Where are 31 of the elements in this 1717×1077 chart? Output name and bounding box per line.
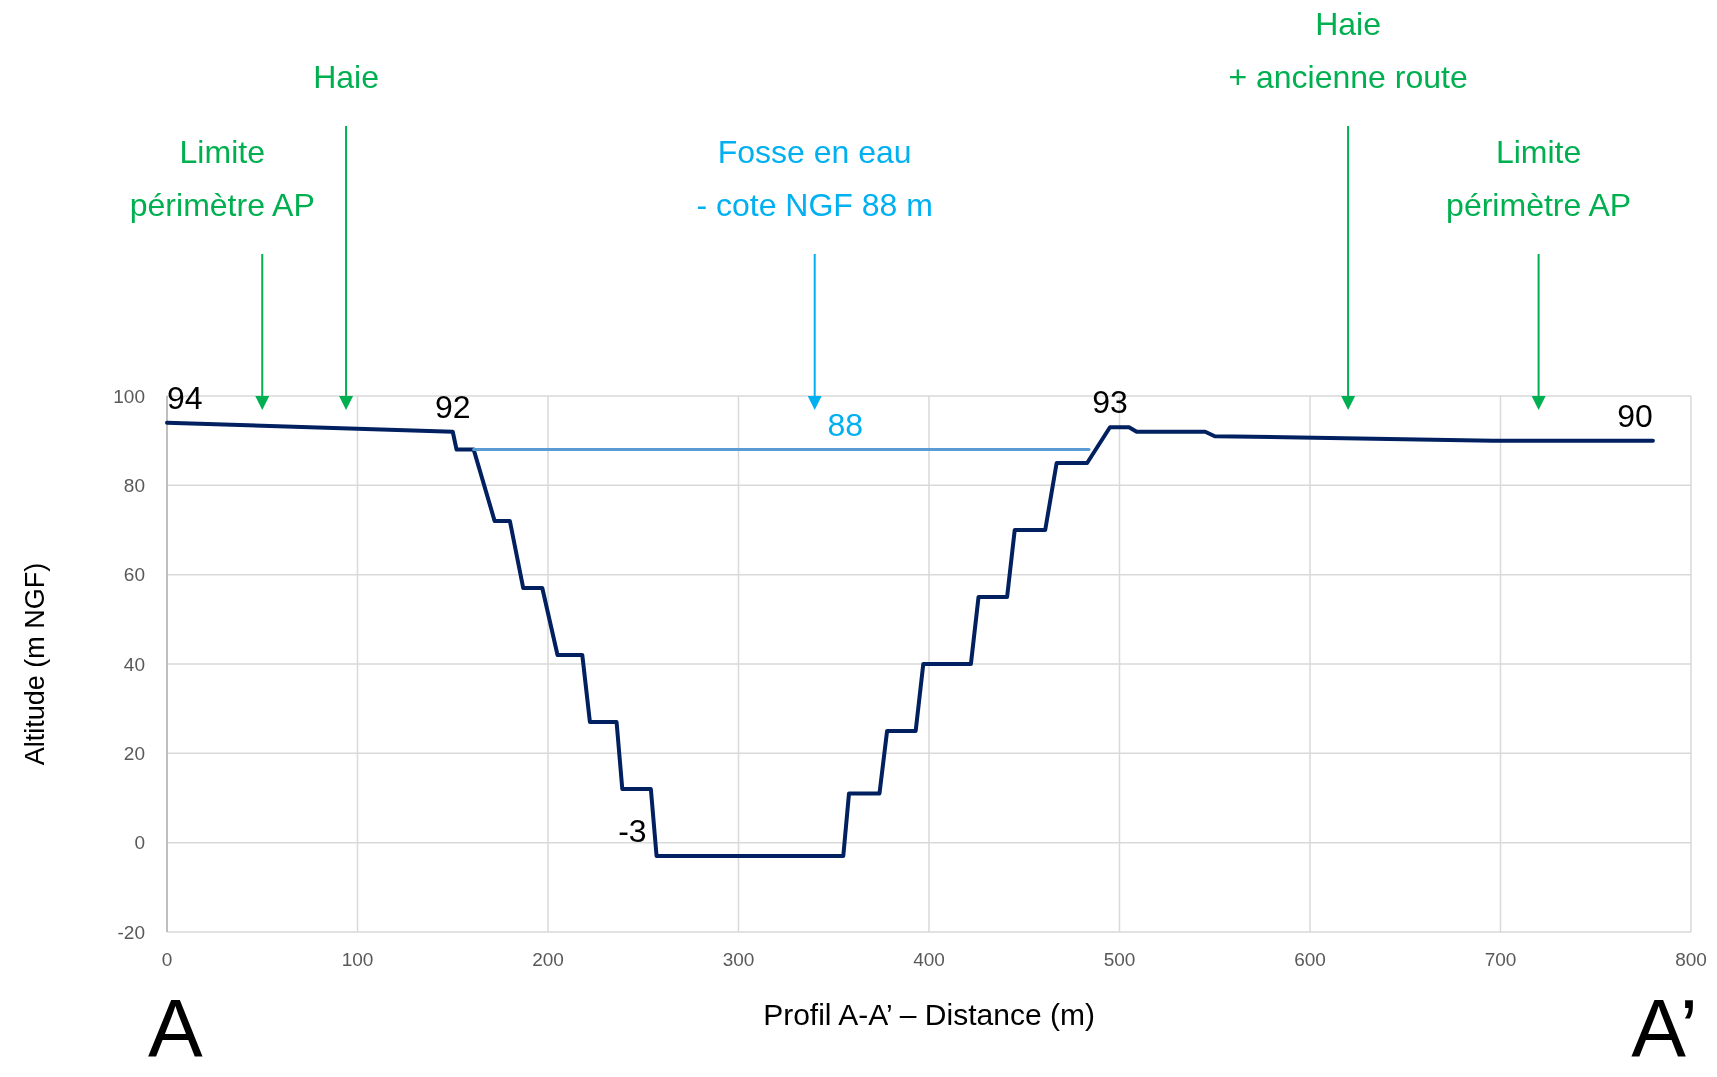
annotation: -3	[618, 813, 647, 850]
y-tick-label: 100	[113, 385, 145, 407]
x-tick-label: 300	[722, 949, 755, 970]
text: Limite périmètre AP	[129, 134, 315, 223]
x-tick-label: 400	[913, 949, 945, 970]
annotation: 90	[1617, 397, 1653, 434]
annotation: 88	[827, 406, 863, 443]
text: Haie + ancienne route	[1228, 6, 1468, 95]
x-tick-label: 500	[1103, 949, 1136, 970]
annotation: 94	[167, 379, 203, 416]
x-tick-label: 600	[1294, 949, 1326, 970]
x-tick-label: 0	[161, 949, 173, 970]
text: Limite périmètre AP	[1446, 134, 1632, 223]
annotation: 92	[434, 388, 471, 425]
text: A’	[1631, 982, 1698, 1073]
y-tick-label: -20	[117, 921, 145, 943]
y-tick-label: 60	[123, 564, 145, 586]
x-tick-label: 200	[532, 949, 564, 970]
y-tick-label: 80	[123, 474, 145, 496]
text: A	[148, 982, 203, 1073]
annotation: 93	[1092, 384, 1128, 421]
y-tick-label: 0	[134, 832, 145, 854]
text: Haie	[313, 59, 379, 95]
x-axis-title: Profil A-A’ – Distance (m)	[763, 998, 1095, 1031]
x-tick-label: 700	[1484, 949, 1517, 970]
text: Fosse en eau - cote NGF 88 m	[696, 134, 933, 223]
y-tick-label: 20	[123, 742, 145, 764]
x-tick-label: 800	[1675, 949, 1707, 970]
x-tick-label: 100	[341, 949, 374, 970]
y-tick-label: 40	[123, 653, 145, 675]
y-axis-title: Altitude (m NGF)	[20, 562, 50, 766]
